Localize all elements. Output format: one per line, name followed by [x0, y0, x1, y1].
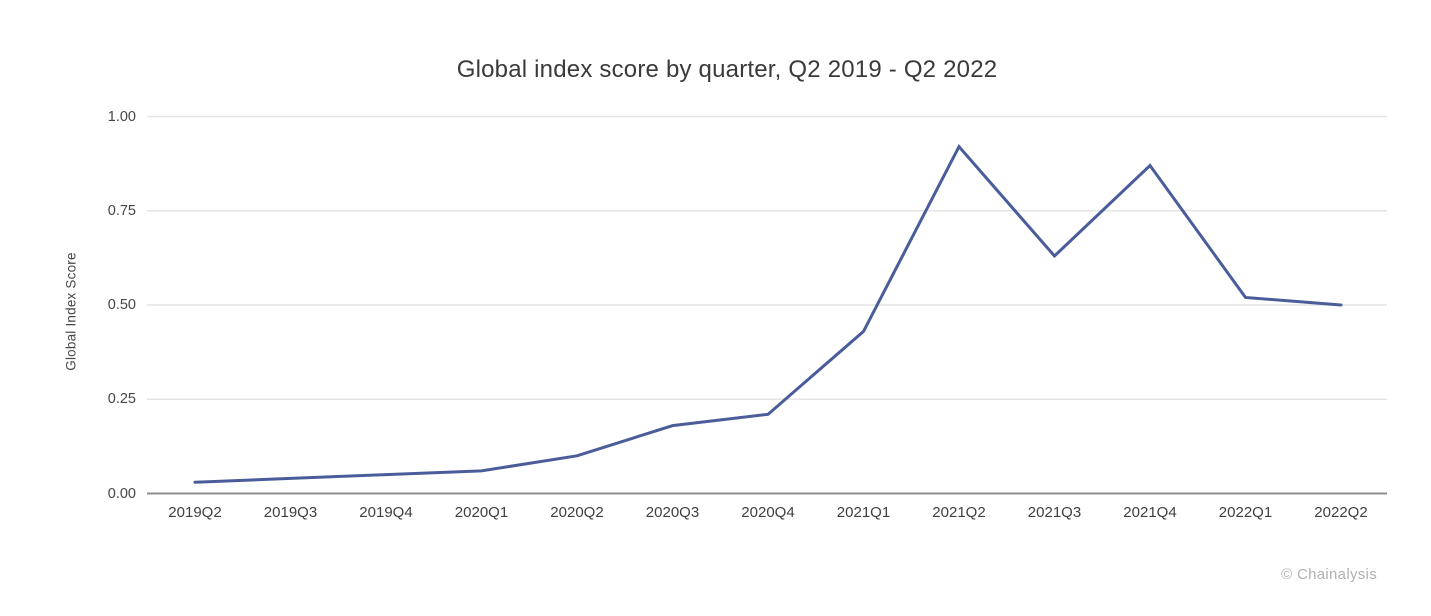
y-tick-label: 0.50 — [107, 297, 136, 313]
chainalysis-credit: © Chainalysis — [1281, 566, 1377, 583]
y-tick-label: 0.25 — [107, 391, 136, 408]
x-tick-label: 2021Q1 — [836, 504, 891, 521]
x-tick-label: 2021Q4 — [1123, 504, 1177, 521]
data-line-global-index-score — [193, 144, 1343, 484]
x-tick-label: 2019Q3 — [263, 504, 318, 521]
x-tick-label: 2021Q3 — [1027, 504, 1082, 521]
x-tick-label: 2021Q2 — [932, 504, 986, 521]
y-tick-label: 0.75 — [107, 202, 136, 219]
x-tick-label: 2020Q1 — [454, 504, 509, 521]
x-tick-label: 2022Q1 — [1218, 504, 1273, 521]
x-tick-label: 2020Q4 — [741, 504, 795, 521]
x-tick-label: 2020Q3 — [645, 504, 700, 521]
chart-title: Global index score by quarter, Q2 2019 -… — [456, 56, 998, 83]
x-tick-label: 2019Q2 — [168, 504, 222, 521]
y-tick-label: 0.00 — [107, 485, 136, 502]
x-tick-label: 2020Q2 — [550, 504, 604, 521]
x-tick-label: 2019Q4 — [359, 504, 413, 521]
x-tick-label: 2022Q2 — [1314, 504, 1368, 521]
y-tick-label: 1.00 — [107, 108, 136, 125]
